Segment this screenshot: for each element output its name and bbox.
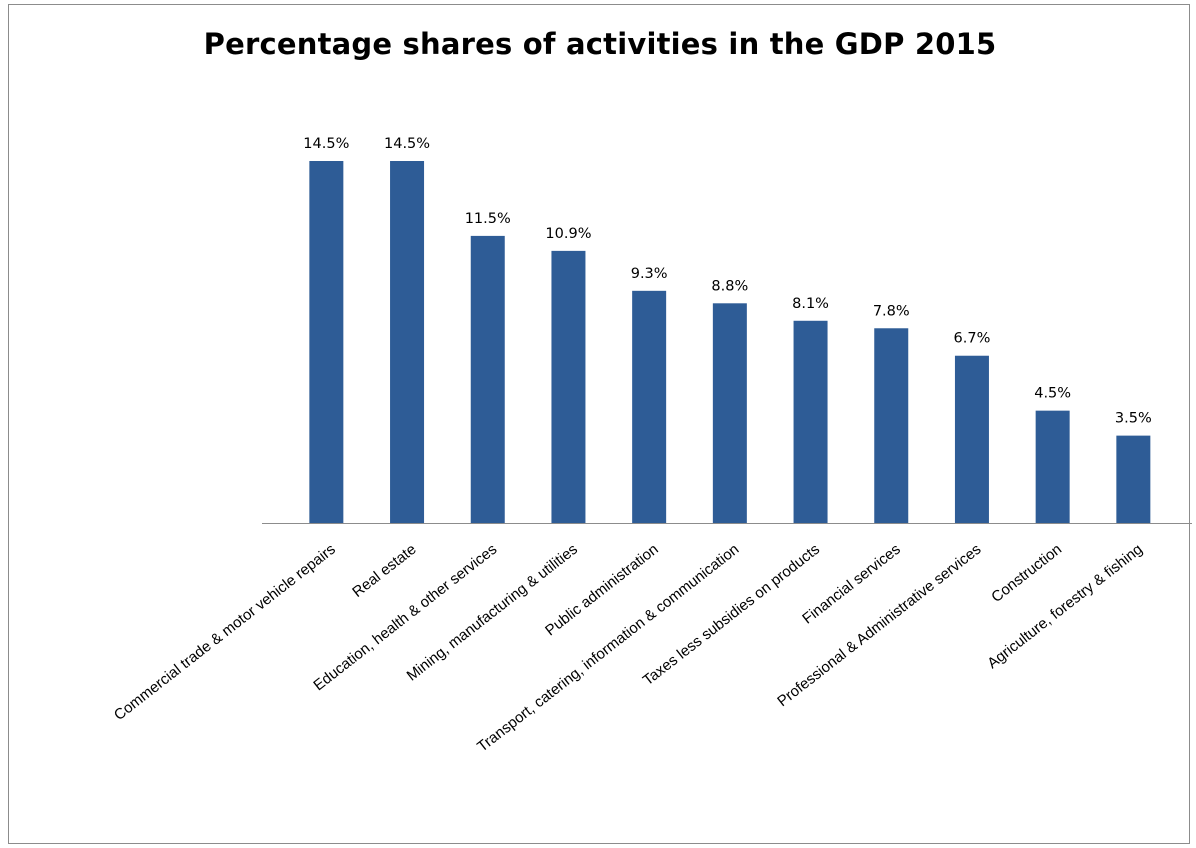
bar [632,290,667,523]
data-label: 8.8% [711,278,748,294]
chart-frame: Percentage shares of activities in the G… [8,4,1190,844]
bar [309,161,344,523]
data-label: 7.8% [873,303,910,319]
bar [1035,410,1070,523]
category-label: Construction [988,541,1065,606]
chart-title: Percentage shares of activities in the G… [203,27,997,61]
data-label: 4.5% [1034,386,1071,402]
bar [712,303,747,523]
category-label: Agriculture, forestry & fishing [984,541,1146,672]
category-label: Mining, manufacturing & utilities [404,541,581,685]
bar [390,161,425,523]
bar [470,235,505,523]
bars-group [309,161,1151,523]
data-label: 6.7% [954,331,991,347]
data-label: 8.1% [792,296,829,312]
data-label: 14.5% [303,136,349,152]
category-label: Real estate [349,541,419,601]
data-label: 10.9% [545,226,591,242]
data-label: 14.5% [384,136,430,152]
data-label: 11.5% [465,211,511,227]
data-label: 3.5% [1115,411,1152,427]
bar [1116,435,1151,523]
category-labels-group: Commercial trade & motor vehicle repairs… [111,541,1146,756]
category-label: Taxes less subsidies on products [640,541,823,689]
bar [874,328,909,523]
category-label: Commercial trade & motor vehicle repairs [111,541,339,724]
bar [551,250,586,523]
data-labels-group: 14.5% 14.5% 11.5% 10.9% 9.3% 8.8% 8.1% 7.8% 6.7%… [303,136,1151,427]
data-label: 9.3% [631,266,668,282]
bar [793,320,828,523]
bar [954,355,989,523]
